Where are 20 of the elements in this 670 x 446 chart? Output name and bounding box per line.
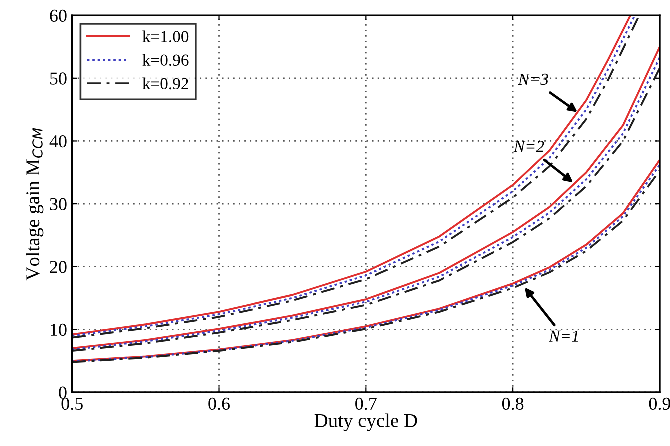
y-axis-title: Voltage gain M$_{CCM}$ xyxy=(26,128,44,281)
x-tick-label: 0.5 xyxy=(62,398,83,410)
y-tick-label: 20 xyxy=(50,261,67,274)
legend-label: k=0.92 xyxy=(142,78,188,90)
legend-label: k=0.96 xyxy=(142,54,189,66)
y-tick-label: 0 xyxy=(59,386,67,399)
x-tick-label: 0.6 xyxy=(208,398,230,410)
y-tick-label: 50 xyxy=(50,72,67,85)
y-tick-label: 10 xyxy=(51,324,67,336)
annotation: N=2 xyxy=(514,141,544,152)
y-tick-label: 30 xyxy=(50,198,67,210)
x-tick-label: 0.8 xyxy=(502,398,524,410)
y-tick-label: 40 xyxy=(50,135,67,148)
annotation: N=3 xyxy=(518,74,548,86)
legend-label: k=1.00 xyxy=(142,30,189,43)
x-tick-label: 0.7 xyxy=(356,398,377,410)
x-axis-title: Duty cycle D xyxy=(314,414,418,432)
annotation: N=1 xyxy=(548,330,578,342)
y-tick-label: 60 xyxy=(50,10,67,22)
x-tick-label: 0.9 xyxy=(649,398,670,410)
